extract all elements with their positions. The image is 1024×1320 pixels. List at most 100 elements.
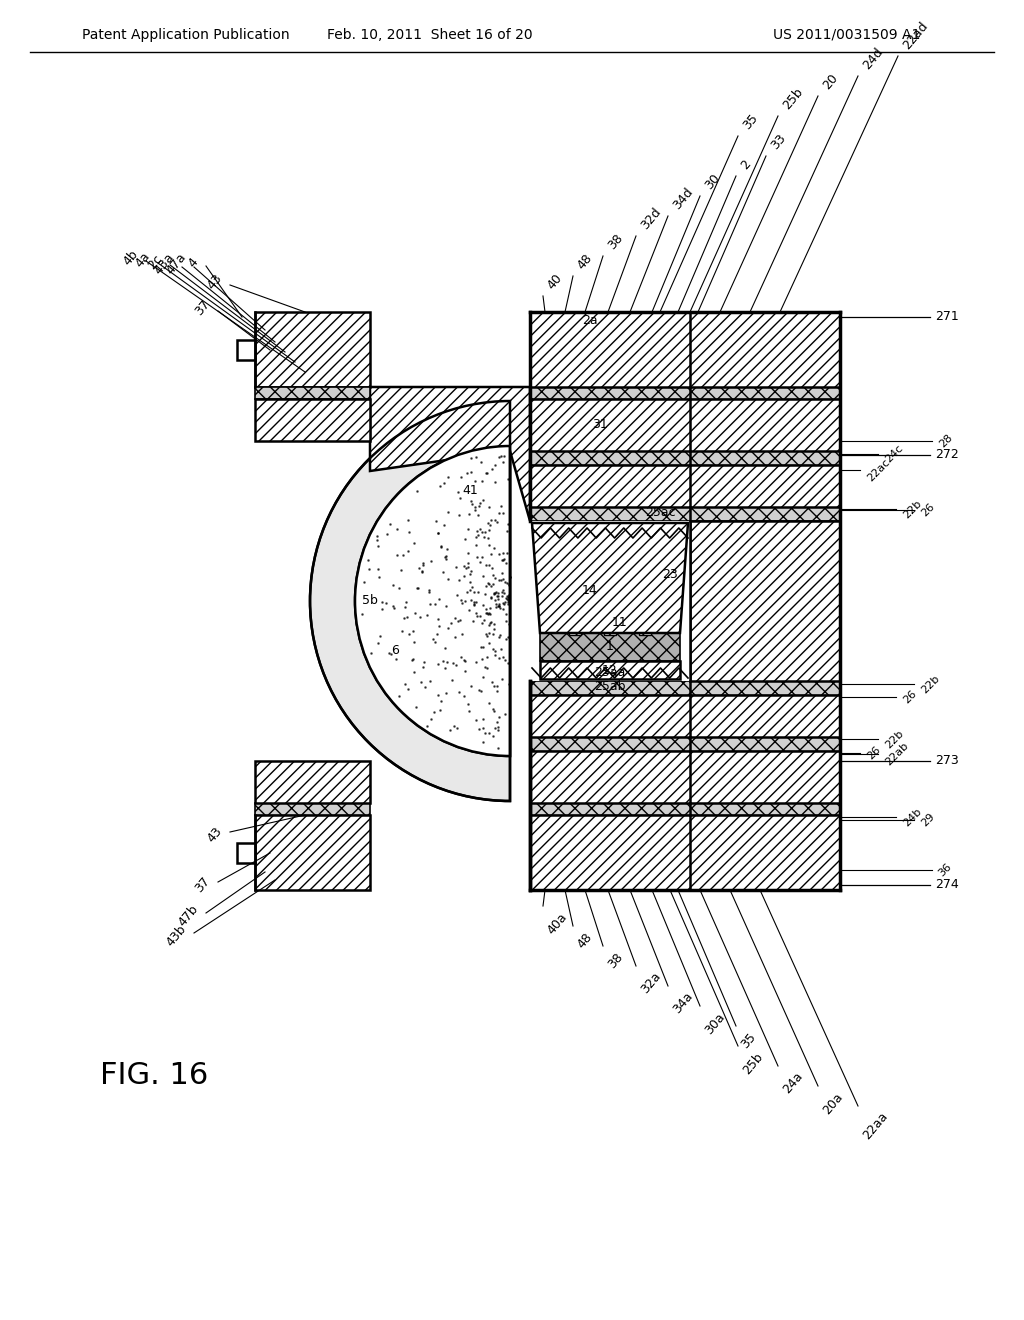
Bar (530, 803, 840, 814)
Text: 38: 38 (605, 231, 626, 252)
Bar (604, 624, 616, 635)
Text: 43b: 43b (164, 923, 189, 949)
Text: 4: 4 (186, 256, 201, 271)
Text: 31: 31 (592, 418, 608, 432)
Bar (255, 399, 370, 441)
Text: 22b: 22b (883, 727, 905, 750)
Text: 43: 43 (205, 272, 225, 292)
Text: 37: 37 (193, 875, 213, 895)
Text: 4a: 4a (133, 249, 153, 271)
Bar (237, 341, 255, 360)
Bar (639, 624, 651, 635)
Polygon shape (532, 523, 688, 634)
Text: 24c: 24c (883, 444, 904, 465)
Bar (255, 814, 370, 890)
Text: 35: 35 (740, 111, 760, 132)
Text: 43: 43 (205, 825, 225, 845)
Text: 6: 6 (391, 644, 399, 657)
Text: 24b: 24b (901, 807, 923, 828)
Text: 30a: 30a (702, 1010, 727, 1036)
Text: 22ab: 22ab (883, 741, 910, 767)
Bar (530, 387, 840, 399)
Text: 20a: 20a (820, 1090, 845, 1117)
Text: 25aa: 25aa (594, 667, 626, 680)
Bar (255, 387, 370, 399)
Bar (530, 312, 840, 387)
Text: 41: 41 (462, 484, 478, 498)
Bar (255, 762, 370, 803)
Text: Feb. 10, 2011  Sheet 16 of 20: Feb. 10, 2011 Sheet 16 of 20 (328, 28, 532, 42)
Wedge shape (310, 401, 510, 801)
Bar (237, 843, 255, 863)
Text: 2a: 2a (583, 314, 598, 326)
Text: 24a: 24a (780, 1071, 805, 1097)
Text: Patent Application Publication: Patent Application Publication (82, 28, 290, 42)
Bar (530, 751, 840, 803)
Text: 35: 35 (738, 1030, 758, 1051)
Text: 47b: 47b (176, 903, 201, 929)
Text: 274: 274 (935, 879, 958, 891)
Bar (530, 814, 840, 890)
Text: 47a: 47a (164, 251, 189, 277)
Bar (530, 451, 840, 465)
Text: 272: 272 (935, 449, 958, 462)
Text: 36: 36 (937, 862, 954, 879)
Text: 25b: 25b (780, 86, 805, 112)
Text: 32a: 32a (638, 970, 664, 997)
Bar (255, 312, 370, 387)
Text: 22aa: 22aa (860, 1110, 890, 1142)
Text: 48: 48 (575, 931, 595, 950)
Text: 22b: 22b (901, 498, 923, 520)
Text: 26: 26 (901, 689, 919, 705)
Text: 2: 2 (738, 157, 753, 172)
Text: 1: 1 (606, 640, 614, 653)
Bar (530, 737, 840, 751)
Text: 28: 28 (937, 433, 954, 450)
Text: 2c: 2c (145, 252, 165, 272)
Text: 29: 29 (919, 812, 936, 829)
Text: 25b: 25b (740, 1049, 765, 1077)
Bar (530, 399, 840, 451)
Bar (530, 465, 840, 507)
Text: 271: 271 (935, 310, 958, 323)
Bar (255, 803, 370, 814)
Bar (530, 696, 840, 737)
Text: 48: 48 (575, 252, 595, 272)
Text: 24d: 24d (860, 45, 885, 73)
Text: 34a: 34a (670, 990, 695, 1016)
Bar (690, 521, 840, 681)
Bar (540, 634, 680, 661)
Text: 22ad: 22ad (900, 20, 930, 51)
Text: 38: 38 (605, 950, 626, 970)
Bar (569, 624, 581, 635)
Text: 22ac: 22ac (865, 457, 891, 483)
Text: 12: 12 (602, 664, 617, 676)
Text: 11: 11 (612, 616, 628, 630)
Text: FIG. 16: FIG. 16 (100, 1060, 208, 1089)
Text: 5b: 5b (362, 594, 378, 607)
Text: 43a: 43a (152, 251, 177, 277)
Text: 20: 20 (820, 71, 840, 92)
Text: 22b: 22b (919, 673, 941, 696)
Wedge shape (355, 446, 510, 756)
Bar (540, 661, 680, 678)
Text: 273: 273 (935, 755, 958, 767)
Text: 40a: 40a (545, 909, 570, 936)
Bar (530, 681, 840, 696)
Text: 34d: 34d (670, 185, 695, 213)
Polygon shape (370, 387, 530, 521)
Text: 14: 14 (582, 585, 598, 598)
Text: 32d: 32d (638, 206, 664, 232)
Text: 33: 33 (768, 132, 788, 152)
Text: 25ac: 25ac (645, 507, 675, 520)
Wedge shape (355, 446, 510, 756)
Text: 37: 37 (193, 298, 213, 318)
Text: 26: 26 (919, 502, 936, 519)
Bar (530, 507, 840, 521)
Text: 4b: 4b (121, 248, 141, 268)
Text: 40: 40 (545, 272, 565, 292)
Text: 26: 26 (865, 744, 882, 762)
Text: 30: 30 (702, 172, 722, 191)
Text: 25ab: 25ab (594, 681, 626, 693)
Text: US 2011/0031509 A1: US 2011/0031509 A1 (773, 28, 920, 42)
